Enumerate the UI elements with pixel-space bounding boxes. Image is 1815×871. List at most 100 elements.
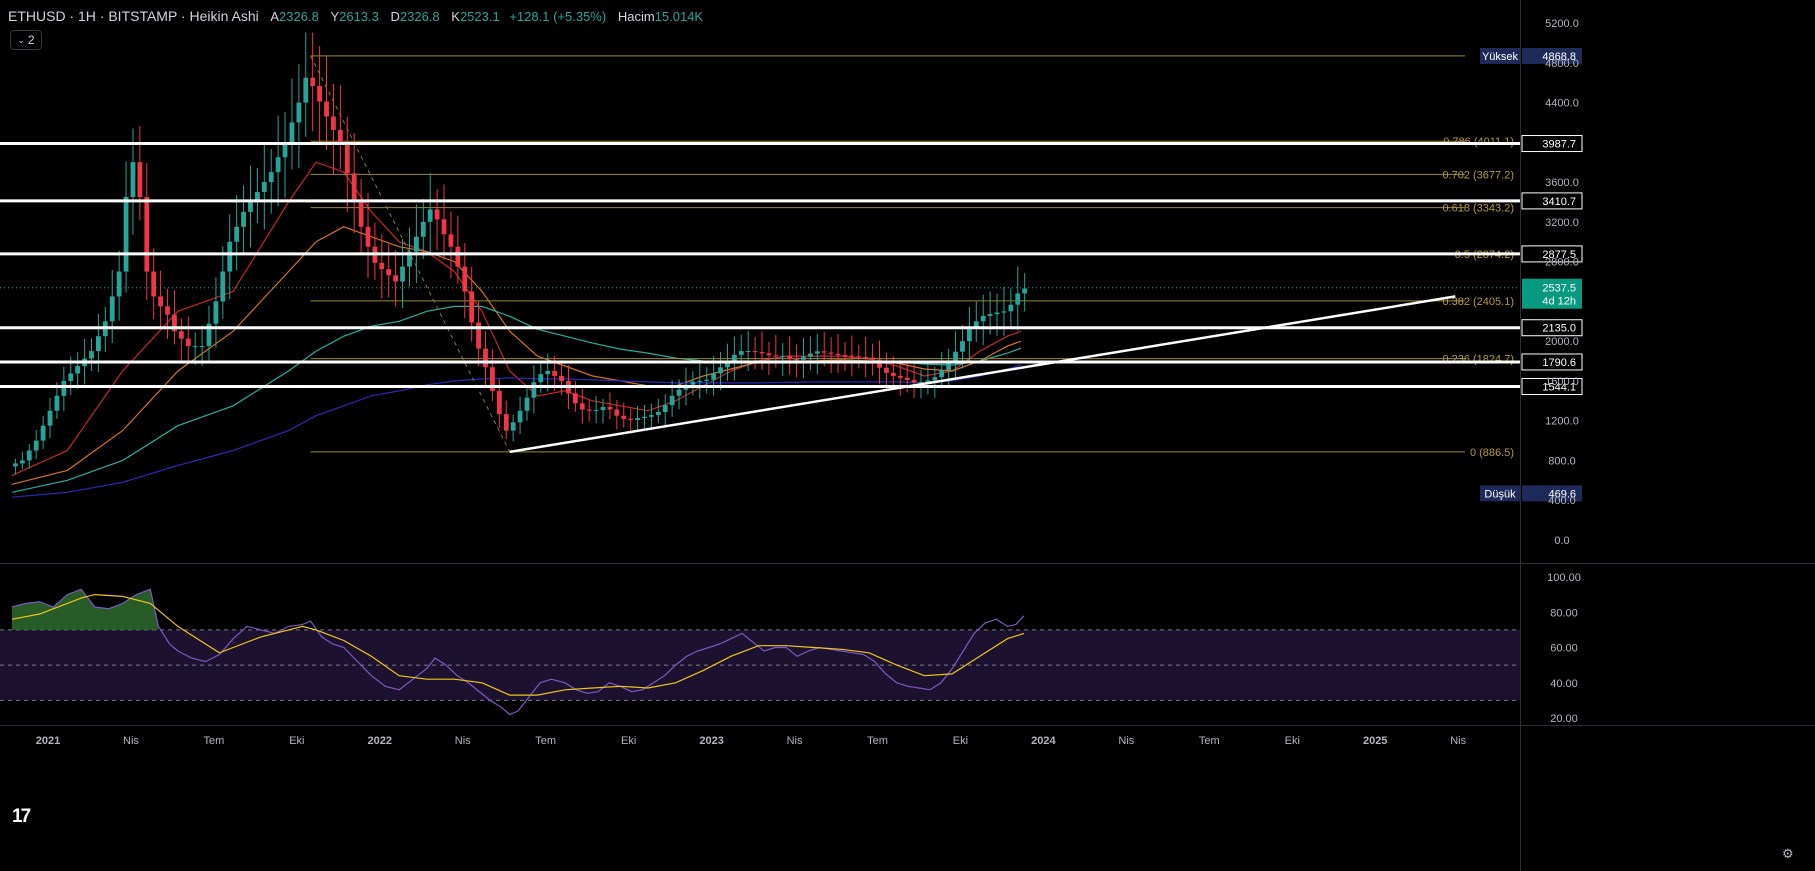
moving-average-line [11,226,1022,485]
candle-body [68,373,74,381]
candle-body [649,415,654,417]
candle-body [33,440,39,451]
price-tick-label: 4400.0 [1545,98,1579,110]
candle-body [932,377,938,381]
candle-body [254,192,260,202]
rsi-ma-line [11,593,1025,696]
candle-body [939,370,945,378]
moving-average-line [11,364,1022,498]
volume-value: 15.014K [654,9,704,24]
time-tick-label: Nis [1450,735,1466,747]
candle-body [109,296,115,322]
candle-body [441,219,447,235]
candle-body [856,356,862,358]
candle-body [773,355,779,357]
candle-body [241,211,246,227]
horizontal-line-price-label: 1790.6 [1542,357,1576,369]
candle-body [206,323,212,347]
candle-body [144,196,150,272]
rsi-tick-label: 80.00 [1550,607,1578,619]
candle-body [192,346,198,348]
rsi-pane [0,588,1520,716]
candle-body [704,379,710,381]
candle-body [759,352,765,354]
tradingview-logo-icon[interactable]: 17 [12,806,31,827]
horizontal-line-price-tag [1521,377,1583,395]
candle-body [787,356,793,360]
candle-body [725,361,730,368]
candle-body [593,410,599,412]
candle-body [379,262,385,270]
candle-body [213,301,219,324]
high-label-tag [1480,47,1520,64]
time-tick-label: Nis [787,735,803,747]
candle-body [420,221,426,237]
high-value: 2613.3 [339,9,379,24]
candle-body [365,226,371,247]
rsi-tick-label: 20.00 [1550,713,1578,725]
candle-body [96,336,101,352]
time-tick-label: Nis [123,735,139,747]
low-value-label: 469.6 [1548,488,1576,500]
candle-body [745,351,751,353]
time-tick-label: Tem [204,735,225,747]
time-tick-label: Eki [1285,735,1300,747]
price-tick-label: 2800.0 [1545,257,1579,269]
candle-body [973,321,979,329]
candle-body [794,359,799,361]
candle-body [510,422,516,431]
candle-body [483,348,488,368]
current-price-tag [1522,278,1582,309]
candle-body [925,380,931,382]
moving-average-line [11,305,1022,493]
candle-body [13,463,18,467]
horizontal-line-price-label: 2135.0 [1542,323,1576,335]
candle-body [289,122,295,143]
candle-body [75,366,81,374]
current-price-label: 2537.5 [1542,283,1576,295]
candle-body [994,312,1000,315]
candle-body [123,196,129,272]
candle-body [579,403,585,410]
candle-body [400,266,405,282]
settings-gear-icon[interactable]: ⚙ [1782,846,1794,861]
candle-body [47,410,53,426]
candle-body [752,351,758,353]
candle-body [662,405,668,412]
candle-body [559,375,564,381]
candle-body [607,407,613,410]
symbol-title[interactable]: ETHUSD · 1H · BITSTAMP · Heikin Ashi [8,8,259,24]
time-tick-label: Eki [953,735,968,747]
high-value-tag [1522,47,1582,64]
candle-body [517,410,523,423]
candle-body [980,315,986,322]
time-tick-label: Tem [1199,735,1220,747]
candle-body [303,77,309,103]
time-tick-label: 2024 [1031,735,1056,747]
candle-body [165,306,170,315]
fib-level-label: 0.382 (2405.1) [1442,296,1514,308]
price-tick-label: 3600.0 [1545,177,1579,189]
price-tick-label: 4800.0 [1545,58,1579,70]
candle-body [331,116,336,130]
candle-body [54,395,60,411]
candle-body [275,157,281,173]
candle-body [337,129,343,143]
candle-body [524,397,530,411]
candle-body [427,209,433,222]
candle-body [227,241,233,272]
time-tick-label: 2022 [368,735,392,747]
candle-body [877,359,882,368]
candle-body [248,201,253,212]
indicators-toggle-button[interactable]: ⌄ 2 [10,30,42,50]
candle-body [904,377,910,380]
horizontal-line-price-tag [1521,245,1583,263]
candle-body [718,367,723,374]
candle-body [711,373,717,380]
candle-body [538,374,544,383]
low-label-tag [1480,485,1520,502]
candle-body [462,266,468,292]
candle-body [911,379,917,383]
